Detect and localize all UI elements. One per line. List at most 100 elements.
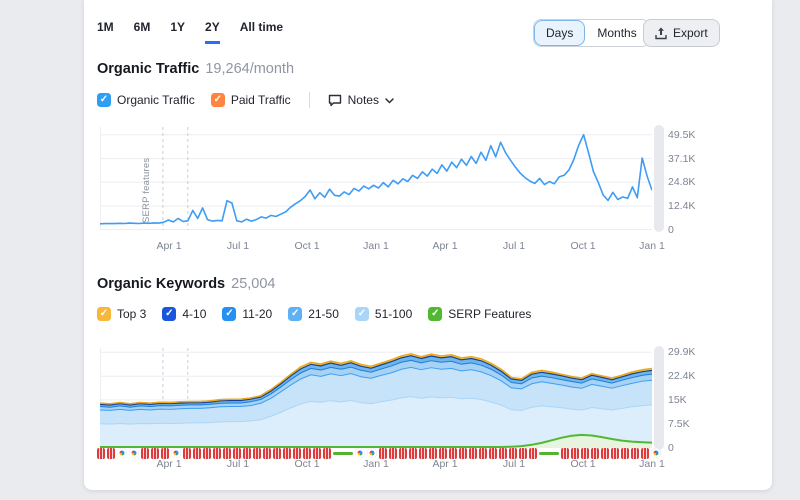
legend-label: 11-20 [242, 307, 273, 321]
note-marker-icon[interactable] [161, 447, 169, 459]
tab-6m[interactable]: 6M [133, 20, 151, 34]
legend-checkbox-icon[interactable] [210, 93, 225, 107]
tab-1m[interactable]: 1M [97, 20, 114, 34]
google-update-icon[interactable] [367, 448, 377, 458]
google-update-icon[interactable] [355, 448, 365, 458]
legend-item-top-3[interactable]: Top 3 [97, 307, 146, 321]
google-update-icon[interactable] [651, 448, 661, 458]
legend-item-21-50[interactable]: 21-50 [288, 307, 339, 321]
export-button[interactable]: Export [643, 19, 720, 47]
toggle-days[interactable]: Days [534, 20, 586, 46]
note-marker-icon[interactable] [429, 447, 437, 459]
y-tick-label: 22.4K [668, 370, 696, 383]
note-marker-icon[interactable] [399, 447, 407, 459]
note-marker-icon[interactable] [107, 447, 115, 459]
x-tick-label: Jul 1 [502, 458, 526, 470]
traffic-chart-scrollbar[interactable] [654, 125, 664, 232]
y-tick-label: 0 [668, 442, 674, 454]
note-marker-icon[interactable] [213, 447, 221, 459]
x-tick-label: Jan 1 [639, 240, 665, 252]
note-marker-icon[interactable] [601, 447, 609, 459]
note-marker-icon[interactable] [379, 447, 387, 459]
toggle-months[interactable]: Months [597, 26, 637, 40]
y-tick-label: 15K [668, 393, 687, 406]
organic-keywords-chart[interactable] [99, 348, 653, 449]
notes-dropdown[interactable]: Notes [328, 93, 394, 107]
note-marker-icon[interactable] [479, 447, 487, 459]
green-range-marker[interactable] [333, 451, 353, 455]
legend-label: 4-10 [182, 307, 207, 321]
note-marker-icon[interactable] [581, 447, 589, 459]
note-marker-icon[interactable] [459, 447, 467, 459]
google-update-icon[interactable] [117, 448, 127, 458]
legend-checkbox-icon[interactable] [97, 307, 111, 321]
note-marker-icon[interactable] [529, 447, 537, 459]
note-marker-icon[interactable] [439, 447, 447, 459]
x-tick-label: Jul 1 [502, 240, 526, 252]
legend-item-paid-traffic[interactable]: Paid Traffic [210, 93, 291, 107]
google-update-icon[interactable] [171, 448, 181, 458]
note-marker-icon[interactable] [519, 447, 527, 459]
legend-item-51-100[interactable]: 51-100 [354, 307, 412, 321]
y-tick-label: 29.9K [668, 346, 696, 359]
note-marker-icon[interactable] [571, 447, 579, 459]
note-marker-icon[interactable] [449, 447, 457, 459]
days-months-toggle: Days Months [533, 19, 650, 47]
note-marker-icon[interactable] [469, 447, 477, 459]
note-marker-icon[interactable] [223, 447, 231, 459]
note-marker-icon[interactable] [293, 447, 301, 459]
tab-all-time[interactable]: All time [239, 20, 284, 34]
note-marker-icon[interactable] [499, 447, 507, 459]
legend-item-serp-features[interactable]: SERP Features [428, 307, 531, 321]
legend-checkbox-icon[interactable] [288, 307, 303, 321]
note-marker-icon[interactable] [183, 447, 191, 459]
note-marker-icon[interactable] [591, 447, 599, 459]
tab-1y[interactable]: 1Y [170, 20, 186, 34]
note-marker-icon[interactable] [389, 447, 397, 459]
green-range-marker[interactable] [539, 451, 559, 455]
google-update-icon[interactable] [129, 448, 139, 458]
note-marker-icon[interactable] [323, 447, 331, 459]
note-marker-icon[interactable] [561, 447, 569, 459]
serp-features-annotation: SERP features [141, 157, 152, 223]
note-marker-icon[interactable] [611, 447, 619, 459]
note-marker-icon[interactable] [233, 447, 241, 459]
note-marker-icon[interactable] [303, 447, 311, 459]
note-marker-icon[interactable] [253, 447, 261, 459]
note-marker-icon[interactable] [243, 447, 251, 459]
note-marker-icon[interactable] [203, 447, 211, 459]
legend-label: 21-50 [308, 307, 339, 321]
x-tick-label: Apr 1 [156, 240, 182, 252]
legend-checkbox-icon[interactable] [428, 307, 443, 321]
note-marker-icon[interactable] [263, 447, 271, 459]
note-marker-icon[interactable] [97, 447, 105, 459]
note-marker-icon[interactable] [419, 447, 427, 459]
note-marker-icon[interactable] [631, 447, 639, 459]
note-marker-icon[interactable] [641, 447, 649, 459]
organic-keywords-value: 25,004 [231, 276, 276, 292]
organic-traffic-chart[interactable] [99, 127, 653, 233]
export-label: Export [673, 26, 708, 40]
note-marker-icon[interactable] [193, 447, 201, 459]
legend-checkbox-icon[interactable] [222, 307, 237, 321]
note-marker-icon[interactable] [283, 447, 291, 459]
note-marker-icon[interactable] [409, 447, 417, 459]
legend-checkbox-icon[interactable] [354, 307, 369, 321]
legend-checkbox-icon[interactable] [162, 307, 177, 321]
note-marker-icon[interactable] [273, 447, 281, 459]
legend-item-organic-traffic[interactable]: Organic Traffic [97, 93, 195, 107]
note-marker-icon[interactable] [509, 447, 517, 459]
note-marker-icon[interactable] [313, 447, 321, 459]
legend-item-4-10[interactable]: 4-10 [162, 307, 206, 321]
legend-item-11-20[interactable]: 11-20 [222, 307, 272, 321]
note-marker-icon[interactable] [621, 447, 629, 459]
note-marker-icon[interactable] [141, 447, 149, 459]
legend-checkbox-icon[interactable] [97, 93, 111, 107]
note-marker-icon[interactable] [151, 447, 159, 459]
google-updates-strip[interactable] [97, 447, 661, 459]
keywords-chart-scrollbar[interactable] [654, 346, 664, 450]
tab-2y-active[interactable]: 2Y [205, 20, 220, 44]
organic-traffic-value: 19,264/month [205, 61, 295, 77]
note-marker-icon[interactable] [489, 447, 497, 459]
